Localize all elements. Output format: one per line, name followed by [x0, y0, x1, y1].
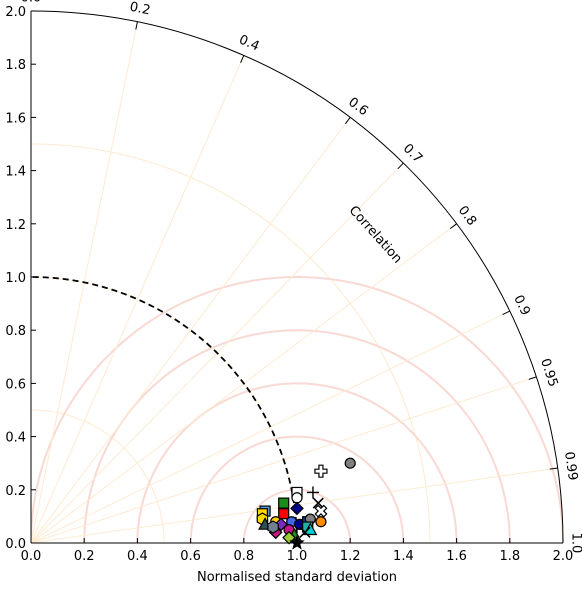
data-point	[312, 497, 324, 509]
point-marker	[278, 508, 290, 520]
correlation-tick-label: 0.95	[537, 357, 560, 389]
point-marker	[289, 534, 305, 550]
correlation-tick-label: 0.2	[128, 0, 151, 18]
data-point	[278, 508, 290, 520]
x-tick-label: 0.6	[180, 549, 201, 564]
data-point	[289, 534, 305, 550]
correlation-axis-label: Correlation	[346, 203, 405, 266]
correlation-gridline	[31, 117, 351, 543]
correlation-tick-label: 0.8	[455, 203, 479, 229]
data-point	[278, 497, 290, 509]
data-point	[314, 464, 328, 478]
data-point	[267, 520, 279, 534]
point-marker	[306, 486, 319, 499]
point-marker-shape	[314, 504, 328, 518]
correlation-tick-label: 0.6	[345, 95, 371, 119]
point-marker	[290, 501, 304, 516]
y-tick-label: 1.4	[5, 165, 26, 180]
point-marker	[299, 526, 311, 538]
correlation-tick-label: 1.0	[569, 533, 582, 554]
rms-contour	[31, 276, 563, 543]
x-tick-label: 1.8	[499, 549, 520, 564]
point-marker	[267, 520, 279, 534]
x-tick-label: 0.2	[74, 549, 95, 564]
data-point	[306, 486, 319, 499]
point-layer	[256, 457, 356, 550]
correlation-tick-label: 0.0	[21, 0, 42, 6]
point-marker	[312, 497, 324, 509]
point-marker	[315, 516, 327, 528]
y-tick-label: 0.8	[5, 324, 26, 339]
reference-std-arc	[30, 276, 298, 544]
rms-contour	[83, 329, 511, 543]
y-tick-label: 0.6	[5, 377, 26, 392]
x-tick-label: 2.0	[553, 549, 574, 564]
correlation-tick-label: 0.9	[510, 293, 533, 318]
correlation-gridline	[31, 310, 511, 543]
rms-contour	[136, 382, 458, 543]
point-marker	[314, 464, 328, 478]
correlation-tick	[528, 376, 537, 380]
correlation-tick	[344, 117, 351, 125]
correlation-tick	[397, 162, 404, 170]
y-tick-label: 0.0	[5, 537, 26, 552]
data-point	[299, 526, 311, 538]
std-gridline	[31, 276, 298, 543]
x-tick-label: 1.6	[446, 549, 467, 564]
rms-contour	[189, 435, 405, 543]
tick-layer: 0.00.00.20.20.40.40.60.60.80.81.01.01.21…	[5, 0, 582, 564]
correlation-tick	[549, 467, 558, 470]
correlation-tick-label: 0.99	[561, 451, 580, 482]
x-tick-label: 1.4	[393, 549, 414, 564]
std-gridline	[31, 143, 431, 543]
point-marker	[291, 492, 303, 504]
point-marker	[314, 504, 328, 518]
data-point	[290, 501, 304, 516]
correlation-tick	[135, 21, 138, 30]
y-tick-label: 1.0	[5, 271, 26, 286]
x-tick-label: 0.0	[21, 549, 42, 564]
std-gridline	[31, 409, 165, 543]
x-tick-label: 1.2	[340, 549, 361, 564]
y-tick-label: 1.2	[5, 218, 26, 233]
point-marker	[278, 497, 290, 509]
correlation-tick-label: 0.4	[237, 32, 262, 54]
y-tick-label: 2.0	[5, 5, 26, 20]
correlation-gridline	[31, 55, 245, 543]
y-tick-label: 0.4	[5, 431, 26, 446]
point-marker	[344, 457, 356, 469]
data-point	[315, 516, 327, 528]
y-tick-label: 1.8	[5, 58, 26, 73]
x-tick-label: 1.0	[287, 549, 308, 564]
x-tick-label: 0.4	[127, 549, 148, 564]
data-point	[291, 492, 303, 504]
y-tick-label: 1.6	[5, 111, 26, 126]
correlation-tick	[502, 310, 511, 316]
y-tick-label: 0.2	[5, 484, 26, 499]
data-point	[314, 504, 328, 518]
correlation-tick-label: 0.7	[400, 141, 425, 166]
correlation-tick	[449, 223, 457, 230]
outer-arc	[30, 10, 564, 544]
data-point	[344, 457, 356, 469]
x-tick-label: 0.8	[233, 549, 254, 564]
correlation-tick	[240, 55, 245, 63]
x-axis-label: Normalised standard deviation	[197, 570, 397, 585]
